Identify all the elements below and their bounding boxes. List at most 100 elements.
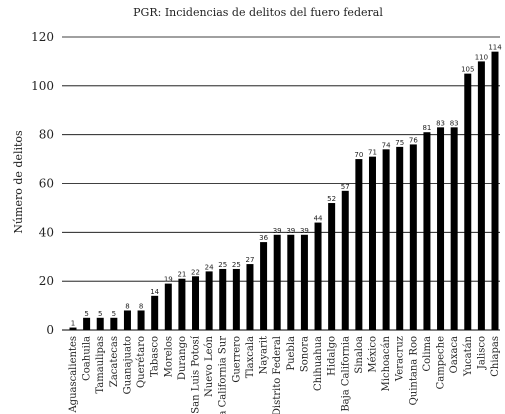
bar-value-label: 27	[246, 256, 255, 264]
x-tick-label: Oaxaca	[449, 336, 460, 373]
x-tick-label: México	[367, 336, 378, 373]
bars	[69, 51, 499, 331]
x-tick-label: Guerrero	[231, 336, 242, 383]
x-tick-label: Baja California	[340, 336, 351, 412]
x-tick-label: Yucatán	[463, 335, 474, 377]
y-tick-label: 0	[46, 323, 54, 337]
x-tick-label: Quintana Roo	[408, 336, 419, 405]
bar	[205, 271, 213, 330]
bar	[123, 310, 131, 330]
x-tick-label: Campeche	[436, 336, 447, 389]
x-tick-label: Sonora	[299, 336, 310, 372]
y-tick-label: 20	[39, 274, 54, 288]
bar	[368, 156, 376, 330]
bar-value-label: 24	[205, 263, 214, 271]
bar	[164, 283, 172, 330]
bar	[96, 317, 104, 330]
y-tick-label: 80	[39, 128, 54, 142]
bar	[178, 278, 186, 330]
bar	[273, 234, 281, 330]
bar-value-label: 74	[382, 141, 391, 149]
bar-value-label: 14	[150, 288, 159, 296]
bar-value-label: 71	[368, 149, 377, 157]
bar-value-label: 75	[395, 139, 404, 147]
x-tick-label: Tlaxcala	[245, 336, 256, 378]
y-tick-label: 60	[39, 177, 54, 191]
bar	[287, 234, 295, 330]
bar	[300, 234, 308, 330]
bar-value-label: 39	[300, 227, 309, 235]
x-tick-label: Coahuila	[82, 336, 93, 381]
value-labels: 1 5 5 5 8 8 14 19 21 22 24 25 25 27 36 39 39 39 44 52 57 70 71…	[71, 44, 502, 328]
bar	[423, 132, 431, 330]
x-tick-label: Morelos	[163, 336, 174, 377]
x-tick-label: Guanajuato	[122, 336, 133, 394]
bar	[341, 190, 349, 330]
chart-title: PGR: Incidencias de delitos del fuero fe…	[133, 6, 383, 19]
bar	[450, 127, 458, 330]
bar	[232, 268, 240, 330]
x-tick-label: Veracruz	[395, 336, 406, 382]
x-tick-label: Aguascalientes	[68, 336, 79, 414]
x-tick-label: Distrito Federal	[272, 336, 283, 414]
grid-layer	[62, 36, 500, 282]
x-tick-labels: Aguascalientes Coahuila Tamaulipas Zacateca…	[68, 335, 501, 414]
x-tick-label: Jalisco	[476, 336, 487, 370]
bar-value-label: 25	[218, 261, 227, 269]
x-tick-label: Sinaloa	[354, 336, 365, 374]
bar-value-label: 8	[139, 302, 143, 310]
bar-value-label: 57	[341, 183, 350, 191]
x-tick-label: Tamaulipas	[95, 336, 106, 394]
bar	[83, 317, 91, 330]
bar	[151, 295, 159, 330]
bar-value-label: 81	[422, 124, 431, 132]
bar-value-label: 52	[327, 195, 336, 203]
bar	[328, 203, 336, 330]
x-tick-label: San Luis Potosí	[191, 335, 202, 414]
y-tick-label: 120	[31, 30, 54, 44]
bar	[219, 268, 227, 330]
bar	[396, 146, 404, 330]
y-tick-label: 100	[31, 79, 54, 93]
bar-value-label: 114	[488, 44, 502, 52]
x-tick-label: Durango	[177, 336, 188, 380]
bar	[437, 127, 445, 330]
x-tick-label: Hidalgo	[327, 336, 338, 376]
bar-value-label: 1	[71, 320, 75, 328]
y-axis-label: Número de delitos	[12, 130, 25, 234]
x-tick-label: Nuevo León	[204, 335, 215, 397]
bar	[110, 317, 118, 330]
bar-value-label: 19	[164, 276, 173, 284]
bar	[355, 159, 363, 330]
bar-value-label: 5	[84, 310, 88, 318]
x-tick-label: Baja California Sur	[218, 336, 229, 414]
bar-value-label: 36	[259, 234, 268, 242]
bar	[192, 276, 200, 330]
bar-value-label: 21	[177, 271, 186, 279]
bar-value-label: 76	[409, 136, 418, 144]
x-tick-label: Tabasco	[150, 336, 161, 377]
y-tick-labels: 0 20 40 60 80 100 120	[31, 30, 54, 337]
bar-value-label: 5	[98, 310, 102, 318]
bar-value-label: 5	[112, 310, 116, 318]
bar	[491, 51, 499, 331]
x-tick-label: Puebla	[286, 336, 297, 371]
bar-value-label: 70	[354, 151, 363, 159]
bar-value-label: 22	[191, 268, 200, 276]
y-tick-label: 40	[39, 225, 54, 239]
x-tick-label: Michoacán	[381, 335, 392, 391]
x-tick-label: Nayarit	[259, 336, 270, 374]
bar-value-label: 83	[436, 119, 445, 127]
bar	[69, 327, 77, 330]
bar-value-label: 105	[461, 66, 474, 74]
bar	[477, 61, 485, 331]
bar	[260, 242, 268, 330]
bar-value-label: 39	[273, 227, 282, 235]
bar	[246, 264, 254, 330]
bar-value-label: 8	[125, 302, 129, 310]
x-tick-label: Zacatecas	[109, 336, 120, 387]
bar	[314, 222, 322, 330]
bar-value-label: 39	[286, 227, 295, 235]
bar-value-label: 83	[450, 119, 459, 127]
